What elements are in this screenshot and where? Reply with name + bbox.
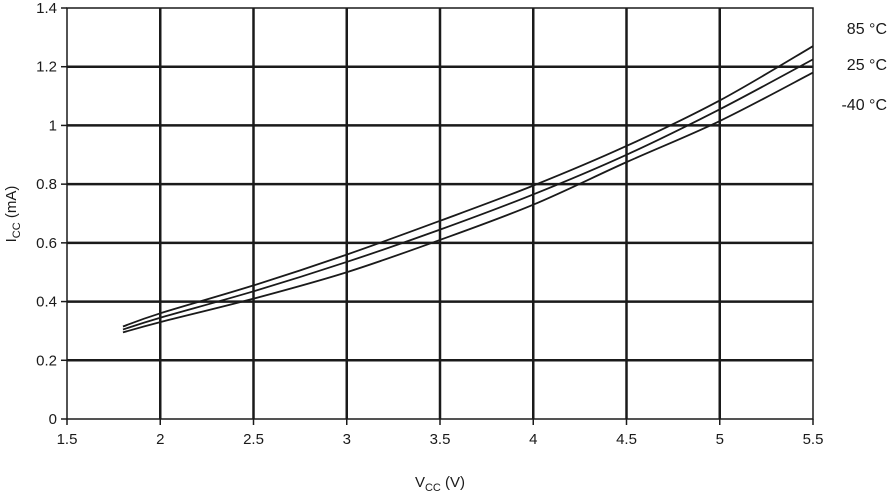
y-tick-label: 0	[49, 411, 57, 428]
x-tick-label: 3.5	[430, 431, 451, 448]
grid	[67, 8, 813, 419]
x-tick-label: 2	[156, 431, 164, 448]
y-tick-label: 0.8	[36, 176, 57, 193]
legend-label-2: -40 °C	[841, 97, 887, 114]
x-tick-label: 4.5	[616, 431, 637, 448]
x-tick-label: 2.5	[243, 431, 264, 448]
x-tick-label: 5	[716, 431, 724, 448]
series-line-0	[122, 45, 814, 328]
plot-frame	[66, 7, 814, 420]
legend: 85 °C 25 °C -40 °C	[841, 21, 887, 114]
y-tick-labels: 0 0.2 0.4 0.6 0.8 1 1.2 1.4	[36, 0, 57, 428]
axes	[61, 7, 814, 425]
y-tick-label: 1.2	[36, 59, 57, 76]
legend-label-1: 25 °C	[847, 57, 887, 74]
x-tick-labels: 1.5 2 2.5 3 3.5 4 4.5 5 5.5	[57, 431, 824, 448]
x-tick-label: 3	[343, 431, 351, 448]
y-tick-label: 1.4	[36, 0, 57, 17]
x-tick-label: 5.5	[803, 431, 824, 448]
x-axis-label: VCC (V)	[415, 474, 465, 494]
series-lines	[122, 45, 814, 334]
series-line-1	[122, 58, 814, 331]
y-axis-label: ICC (mA)	[3, 186, 23, 243]
legend-label-0: 85 °C	[847, 21, 887, 38]
y-tick-label: 1	[49, 117, 57, 134]
x-tick-label: 4	[529, 431, 537, 448]
x-tick-label: 1.5	[57, 431, 78, 448]
y-tick-label: 0.6	[36, 235, 57, 252]
series-line-2	[122, 71, 814, 334]
y-tick-label: 0.2	[36, 352, 57, 369]
y-tick-label: 0.4	[36, 294, 57, 311]
